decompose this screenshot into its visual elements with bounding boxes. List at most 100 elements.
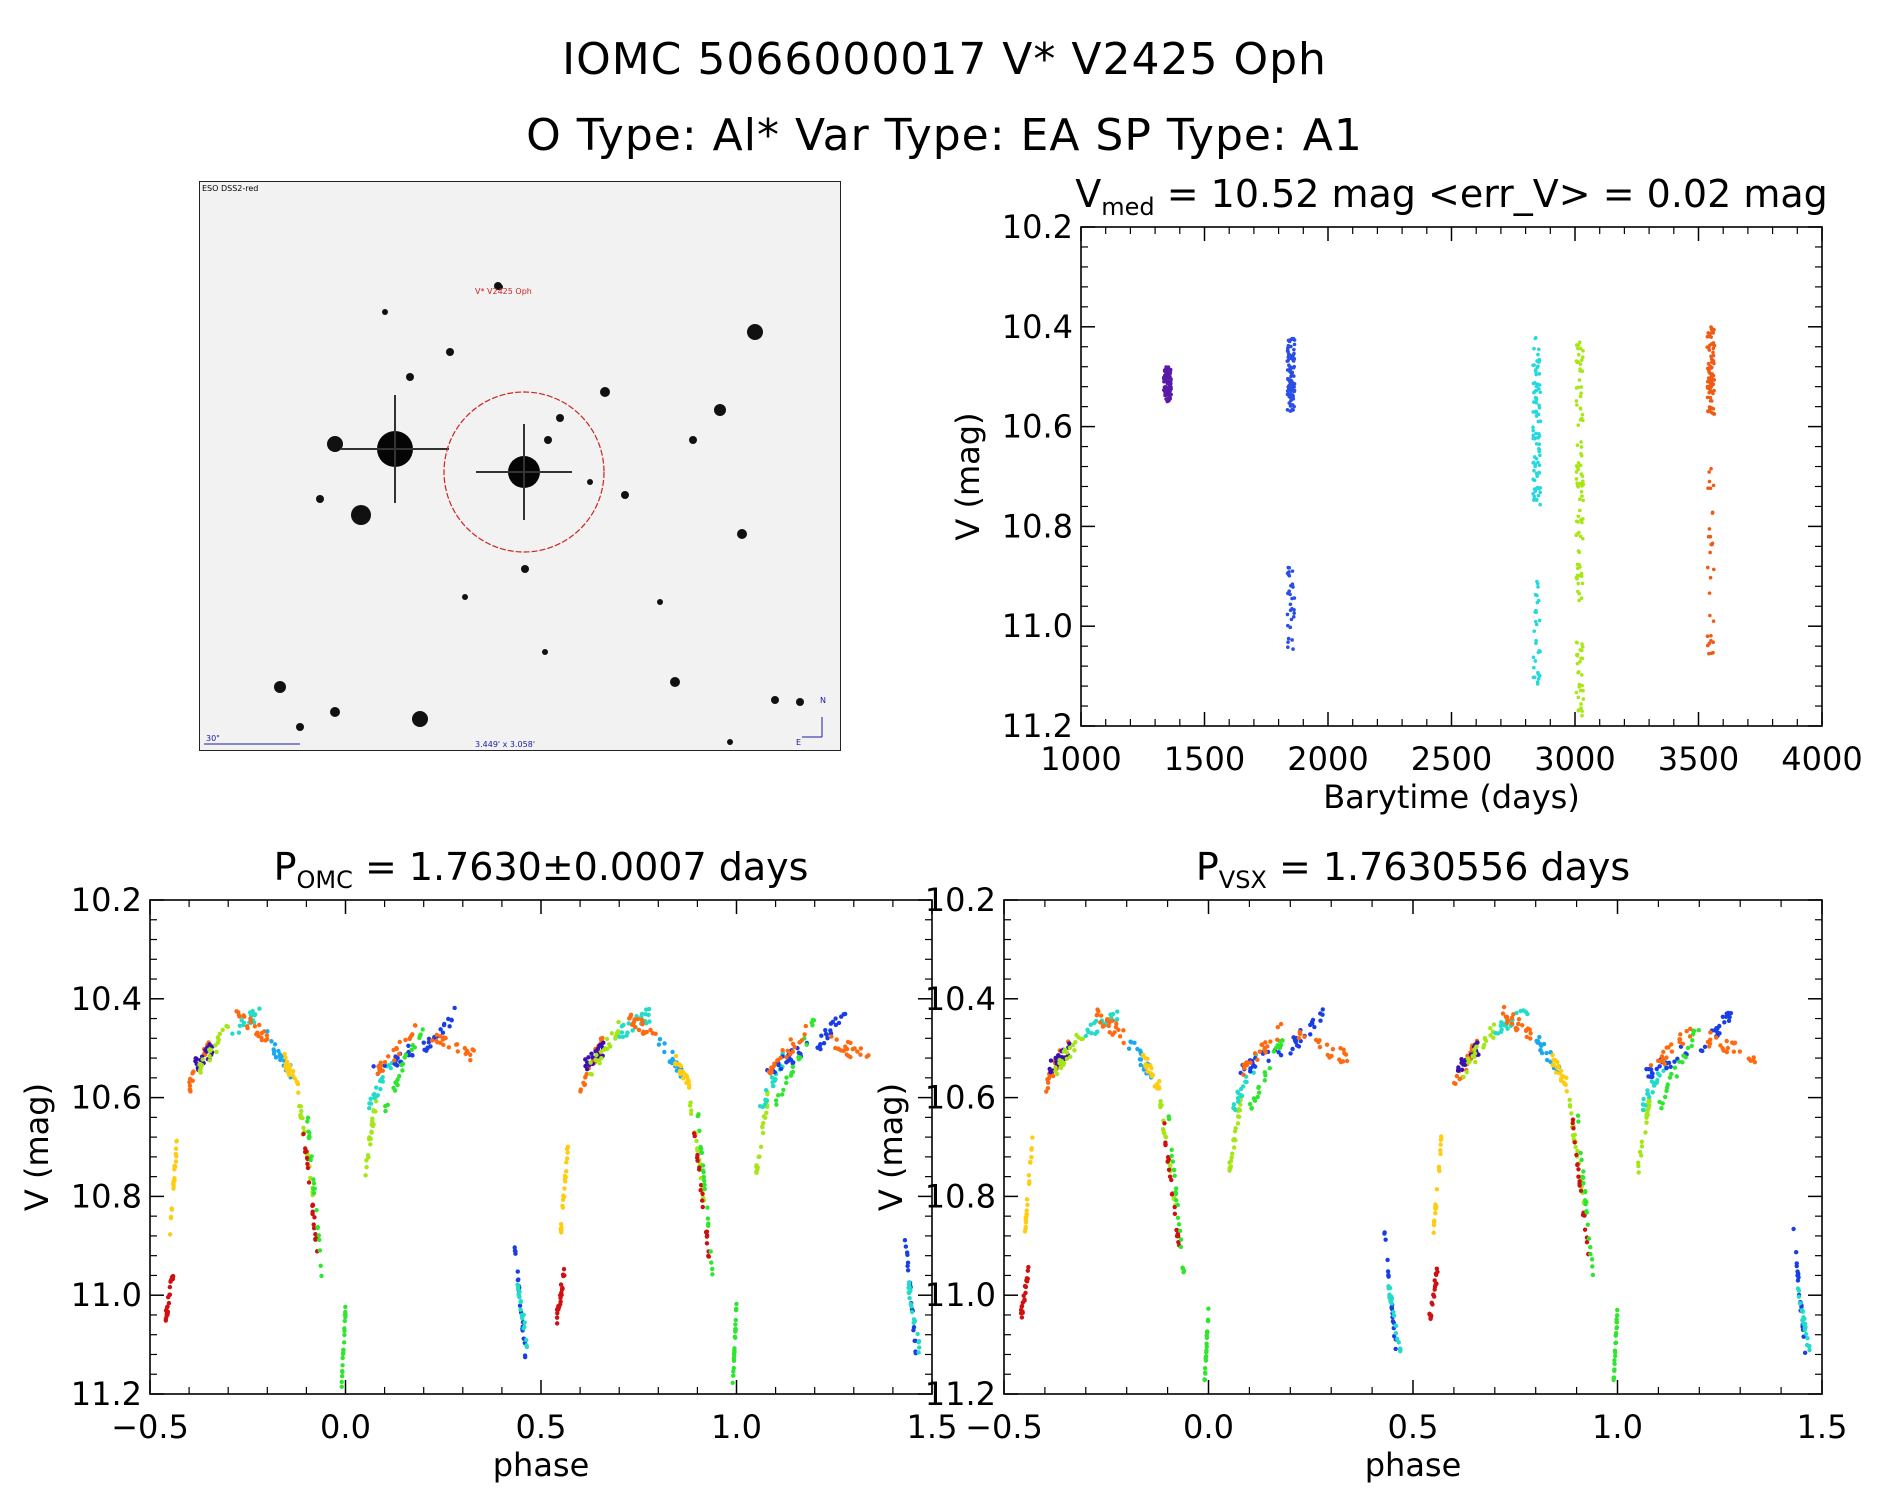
- lightcurve-point: [1538, 419, 1543, 424]
- lightcurve-point: [1537, 434, 1542, 438]
- phase-point: [163, 1318, 169, 1323]
- lightcurve-point: [1576, 484, 1581, 489]
- phase-point: [371, 1108, 376, 1113]
- finder-target-label: V* V2425 Oph: [475, 287, 532, 296]
- phase-point: [1248, 1069, 1253, 1074]
- phase-point: [1178, 1244, 1184, 1250]
- phase-point: [1793, 1250, 1799, 1255]
- phase-point: [1050, 1073, 1056, 1079]
- phase-point: [441, 1042, 446, 1048]
- y-tick-label: 11.0: [925, 1276, 996, 1314]
- lightcurve-point: [1169, 385, 1173, 389]
- phase-point: [1498, 1029, 1504, 1035]
- phase-point: [1521, 1008, 1526, 1013]
- phase-point: [1580, 1174, 1585, 1180]
- phase-point: [695, 1113, 701, 1119]
- phase-point: [1163, 1135, 1169, 1140]
- lightcurve-point: [1708, 364, 1712, 368]
- lightcurve-point: [1291, 353, 1295, 358]
- plot-title: POMC = 1.7630±0.0007 days: [274, 845, 809, 894]
- lightcurve-point: [1286, 338, 1291, 343]
- phase-point: [1294, 1043, 1300, 1048]
- lightcurve-point: [1285, 612, 1290, 617]
- phase-point: [686, 1085, 692, 1090]
- figure-title-line2: O Type: Al* Var Type: EA SP Type: A1: [526, 110, 1363, 161]
- finder-star: [521, 565, 529, 573]
- phase-point: [1691, 1028, 1696, 1034]
- phase-point: [756, 1154, 761, 1160]
- phase-point: [1067, 1045, 1073, 1051]
- phase-point: [1252, 1098, 1258, 1103]
- lightcurve-point: [1577, 591, 1581, 596]
- phase-point: [198, 1067, 203, 1072]
- phase-point: [702, 1178, 707, 1184]
- lightcurve-point: [1576, 581, 1581, 586]
- phase-point: [1025, 1276, 1030, 1281]
- phase-point: [301, 1125, 306, 1130]
- lightcurve-point: [1579, 440, 1583, 444]
- phase-point: [1298, 1031, 1303, 1037]
- lightcurve-point: [1534, 372, 1538, 377]
- phase-point: [1053, 1065, 1058, 1070]
- phase-point: [1145, 1056, 1150, 1061]
- phase-point: [1636, 1170, 1641, 1175]
- phase-point: [1023, 1220, 1029, 1225]
- phase-point: [702, 1182, 707, 1187]
- phase-point: [1797, 1301, 1803, 1306]
- phase-point: [370, 1119, 375, 1124]
- phase-point: [173, 1159, 179, 1164]
- lightcurve-point: [1291, 336, 1296, 341]
- x-tick-label: 4000: [1781, 740, 1862, 778]
- phase-point: [1132, 1040, 1137, 1046]
- phase-point: [754, 1163, 759, 1168]
- lightcurve-point: [1534, 409, 1538, 414]
- y-axis-label: V (mag): [949, 412, 987, 540]
- phase-point: [1803, 1331, 1809, 1337]
- phase-point: [700, 1204, 705, 1210]
- x-tick-label: 0.5: [516, 1408, 567, 1446]
- phase-point: [343, 1304, 348, 1310]
- phase-point: [248, 1019, 254, 1025]
- lightcurve-point: [1286, 346, 1290, 350]
- phase-point: [455, 1049, 461, 1054]
- phase-point: [318, 1263, 323, 1269]
- phase-point: [1455, 1068, 1461, 1073]
- lightcurve-point: [1576, 708, 1581, 713]
- phase-point: [378, 1086, 383, 1092]
- phase-point: [915, 1331, 920, 1337]
- phase-point: [1169, 1177, 1174, 1183]
- phase-point: [1584, 1240, 1590, 1245]
- phase-point: [397, 1073, 402, 1079]
- lightcurve-point: [1574, 653, 1579, 657]
- phase-point: [905, 1252, 910, 1258]
- phase-point: [754, 1169, 759, 1174]
- phase-point: [1655, 1071, 1661, 1076]
- phase-point: [168, 1278, 174, 1283]
- phase-point: [1029, 1154, 1034, 1160]
- lightcurve-point: [1165, 381, 1170, 386]
- lightcurve-point: [1533, 464, 1538, 469]
- lightcurve-point: [1707, 367, 1711, 372]
- phase-point: [1461, 1074, 1466, 1080]
- phase-point: [1267, 1066, 1272, 1071]
- phase-point: [601, 1040, 606, 1045]
- finder-chart-image: [200, 182, 840, 750]
- lightcurve-point: [1286, 377, 1290, 382]
- lightcurve-point: [1708, 395, 1713, 400]
- lightcurve-point: [1580, 656, 1585, 661]
- lightcurve-point: [1581, 349, 1585, 353]
- phase-point: [1672, 1059, 1677, 1064]
- phase-point: [1664, 1055, 1669, 1060]
- phase-point: [311, 1181, 317, 1186]
- y-tick-label: 10.2: [925, 881, 996, 919]
- phase-point: [905, 1268, 911, 1273]
- lightcurve-point: [1167, 398, 1171, 403]
- phase-point: [425, 1046, 430, 1051]
- phase-point: [734, 1301, 739, 1307]
- phase-point: [1707, 1041, 1713, 1046]
- phase-point: [776, 1062, 781, 1068]
- y-tick-label: 11.2: [925, 1375, 996, 1413]
- phase-point: [252, 1024, 258, 1029]
- finder-star: [670, 677, 680, 687]
- phase-point: [1325, 1052, 1330, 1058]
